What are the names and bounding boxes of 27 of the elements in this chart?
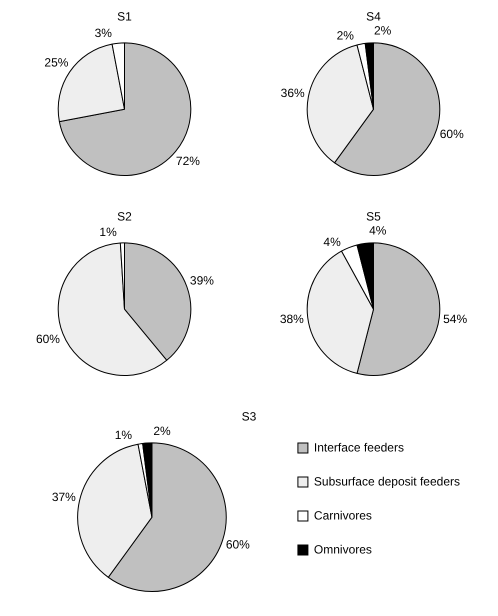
chart-title: S3 bbox=[242, 410, 257, 424]
data-label: 39% bbox=[190, 274, 214, 288]
chart-title: S4 bbox=[366, 10, 382, 24]
data-label: 2% bbox=[153, 424, 172, 438]
legend-label: Interface feeders bbox=[314, 440, 404, 454]
chart-title: S5 bbox=[366, 210, 382, 224]
legend-label: Omnivores bbox=[314, 542, 372, 556]
legend-label: Subsurface deposit feeders bbox=[314, 474, 460, 488]
data-label: 25% bbox=[44, 55, 69, 70]
data-label: 38% bbox=[280, 312, 304, 326]
data-label: 1% bbox=[99, 224, 118, 239]
data-label: 2% bbox=[336, 28, 354, 42]
data-label: 60% bbox=[440, 126, 464, 141]
chart-title: S1 bbox=[117, 10, 132, 24]
data-label: 60% bbox=[36, 332, 60, 346]
data-label: 3% bbox=[94, 26, 112, 40]
data-label: 2% bbox=[374, 24, 392, 38]
data-label: 4% bbox=[323, 235, 342, 250]
legend-label: Carnivores bbox=[314, 508, 372, 522]
data-label: 37% bbox=[52, 490, 76, 504]
chart-title: S2 bbox=[117, 210, 132, 224]
data-label: 72% bbox=[176, 154, 200, 168]
data-label: 4% bbox=[369, 223, 387, 238]
data-label: 36% bbox=[280, 86, 305, 100]
data-label: 60% bbox=[226, 537, 250, 552]
data-label: 54% bbox=[443, 312, 468, 326]
data-label: 1% bbox=[114, 428, 132, 442]
